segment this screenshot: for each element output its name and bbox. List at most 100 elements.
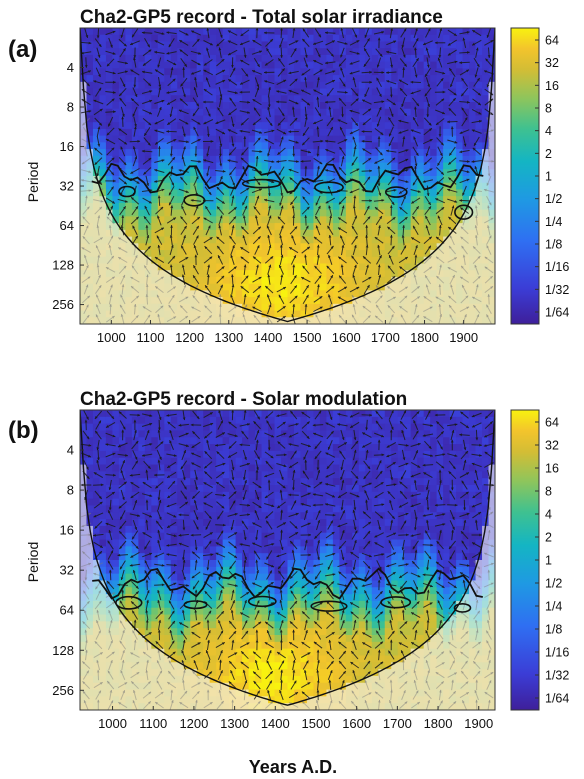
phase-arrow-head — [316, 126, 320, 130]
phase-arrow-head — [295, 60, 299, 63]
phase-arrow-head — [218, 255, 221, 259]
heatmap-cell — [365, 270, 373, 278]
heatmap-cell — [92, 209, 101, 217]
phase-arrow-head — [256, 195, 260, 199]
heatmap-cell — [190, 317, 198, 324]
phase-arrow-head — [216, 43, 220, 47]
heatmap-cell — [125, 75, 133, 83]
heatmap-cell — [352, 290, 360, 298]
phase-arrow-head — [288, 168, 292, 172]
heatmap-cell — [164, 243, 172, 251]
heatmap-cell — [436, 95, 444, 103]
heatmap-cell — [313, 310, 321, 318]
heatmap-cell — [229, 169, 237, 177]
phase-arrow-head — [388, 133, 392, 137]
heatmap-cell — [417, 28, 425, 36]
phase-arrow-head — [305, 225, 309, 229]
heatmap-cell — [391, 48, 399, 56]
heatmap-cell — [248, 95, 256, 103]
heatmap-cell — [125, 102, 133, 110]
heatmap-cell — [326, 283, 334, 291]
heatmap-cell — [365, 256, 373, 265]
heatmap-cell — [345, 162, 353, 170]
heatmap-cell — [482, 88, 490, 96]
heatmap-cell — [242, 41, 250, 49]
heatmap-cell — [352, 196, 360, 204]
phase-arrow-head — [294, 285, 297, 289]
heatmap-cell — [86, 68, 94, 76]
heatmap-cell — [222, 263, 230, 271]
heatmap-cell — [482, 263, 490, 271]
heatmap-cell — [287, 169, 295, 177]
heatmap-cell — [118, 202, 126, 211]
phase-arrow-head — [381, 199, 385, 202]
heatmap-cell — [235, 209, 243, 217]
phase-arrow-head — [227, 159, 231, 163]
heatmap-cell — [300, 189, 308, 197]
heatmap-cell — [138, 236, 146, 244]
heatmap-cell — [469, 115, 477, 123]
heatmap-cell — [196, 196, 204, 204]
phase-arrow — [471, 296, 482, 303]
heatmap-cell — [345, 310, 353, 318]
phase-arrow — [81, 157, 91, 165]
heatmap-cell — [352, 283, 360, 291]
heatmap-cell — [313, 256, 321, 265]
phase-arrow-head — [479, 119, 482, 123]
heatmap-cell — [157, 270, 165, 278]
phase-arrow-head — [301, 277, 305, 280]
heatmap-cell — [112, 142, 120, 150]
heatmap-cell — [462, 95, 470, 103]
heatmap-cell — [118, 61, 126, 69]
phase-arrow-head — [386, 80, 390, 83]
phase-arrow-head — [317, 54, 321, 58]
heatmap-cell — [274, 75, 282, 83]
heatmap-cell — [196, 223, 204, 231]
heatmap-cell — [482, 34, 490, 43]
phase-arrow — [435, 296, 445, 303]
phase-arrow-head — [198, 51, 201, 55]
phase-arrow — [448, 245, 456, 255]
heatmap-cell — [209, 270, 217, 278]
heatmap-cell — [410, 122, 418, 130]
phase-arrow-head — [391, 245, 395, 249]
heatmap-cell — [248, 81, 256, 90]
heatmap-cell — [287, 303, 295, 312]
phase-arrow-head — [475, 47, 479, 51]
heatmap-cell — [196, 243, 204, 251]
heatmap-cell — [242, 290, 250, 298]
phase-arrow-head — [428, 236, 432, 240]
phase-arrow-head — [106, 63, 110, 67]
heatmap-cell — [287, 236, 295, 244]
heatmap-cell — [443, 135, 451, 143]
heatmap-cell — [203, 189, 211, 197]
phase-arrow-head — [487, 173, 491, 177]
phase-arrow-head — [198, 160, 202, 163]
heatmap-cell — [86, 81, 94, 90]
heatmap-cell — [482, 243, 490, 251]
phase-arrow — [154, 285, 164, 293]
heatmap-cell — [306, 81, 315, 90]
heatmap-cell — [261, 283, 269, 291]
heatmap-cell — [306, 88, 315, 96]
heatmap-cell — [462, 263, 470, 271]
phase-arrow — [475, 284, 479, 295]
phase-arrow-head — [156, 235, 160, 239]
heatmap-cell — [352, 256, 360, 265]
heatmap-cell — [138, 128, 146, 137]
heatmap-cell — [319, 34, 327, 43]
phase-arrow-head — [471, 129, 475, 133]
phase-arrow-head — [413, 225, 416, 229]
heatmap-cell — [332, 263, 340, 271]
heatmap-cell — [443, 54, 451, 63]
heatmap-cell — [313, 176, 321, 184]
phase-arrow-head — [369, 80, 372, 84]
heatmap-cell — [482, 310, 490, 318]
heatmap-cell — [319, 236, 327, 244]
phase-arrow-head — [390, 113, 394, 117]
heatmap-cell — [365, 122, 373, 130]
phase-arrow-head — [328, 205, 331, 209]
heatmap-cell — [326, 41, 334, 49]
phase-arrow-head — [158, 84, 162, 88]
phase-arrow-head — [288, 130, 292, 134]
